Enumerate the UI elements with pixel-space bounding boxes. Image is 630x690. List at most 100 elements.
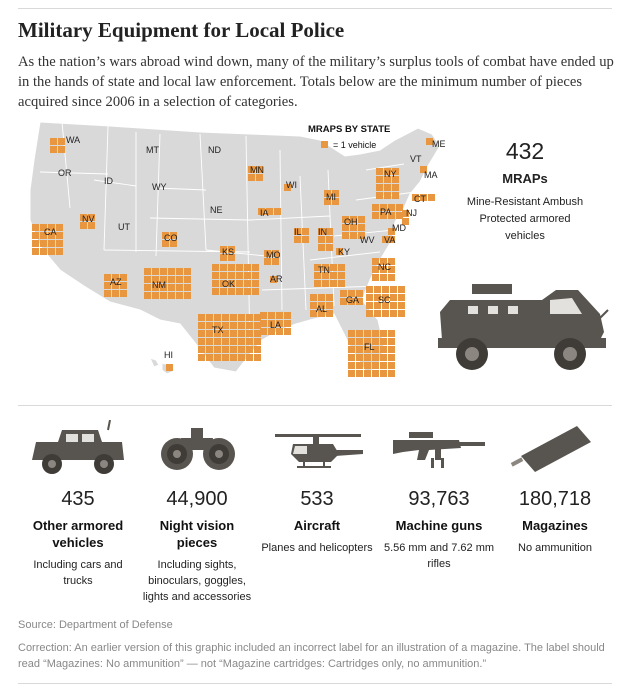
state-label-me: ME [432, 139, 445, 149]
mrap-square-fl [356, 354, 363, 361]
mrap-square-tn [322, 280, 329, 287]
state-label-mo: MO [266, 250, 281, 260]
mrap-square-tx [222, 322, 229, 329]
mrap-square-tx [238, 322, 245, 329]
mrap-square-sc [382, 302, 389, 309]
mrap-square-ct [420, 194, 427, 201]
mrap-square-ny [392, 176, 399, 183]
us-map: WA OR ID MT ND WY NE MN WI MI IA IL IN OH CA NV UT CO KS MO… [29, 121, 445, 377]
mrap-square-ct [412, 194, 419, 201]
mrap-square-ks [220, 254, 227, 261]
mrap-square-ok [212, 272, 219, 279]
mrap-square-nm [152, 268, 159, 275]
category-count: 93,763 [408, 488, 470, 510]
state-label-il: IL [294, 227, 302, 237]
mrap-square-tx [206, 346, 213, 353]
mrap-square-ca [48, 224, 55, 231]
state-label-ks: KS [222, 247, 234, 257]
mrap-square-sc [366, 286, 373, 293]
mrap-square-nv [88, 222, 95, 229]
mrap-square-pa [396, 204, 403, 211]
mrap-square-wa [50, 138, 57, 145]
state-label-ar: AR [270, 274, 283, 284]
mrap-square-mo [264, 250, 271, 257]
mrap-square-az [112, 282, 119, 289]
mrap-square-ny [392, 192, 399, 199]
mrap-square-tx [214, 322, 221, 329]
mrap-square-il [294, 228, 301, 235]
category-description: Including cars and trucks [33, 559, 123, 587]
category-name: Aircraft [293, 518, 341, 533]
mrap-square-tx [230, 322, 237, 329]
mrap-square-fl [380, 330, 387, 337]
mrap-square-fl [372, 370, 379, 377]
mrap-square-ca [32, 240, 39, 247]
state-label-al: AL [316, 304, 327, 314]
mrap-square-fl [380, 354, 387, 361]
mrap-square-nv [88, 214, 95, 221]
category-aircraft: 533 Aircraft Planes and helicopters [258, 420, 376, 556]
mrap-square-nm [144, 268, 151, 275]
mrap-square-nm [144, 292, 151, 299]
category-name: Magazines [522, 518, 588, 533]
state-label-wa: WA [66, 135, 80, 145]
mrap-square-nm [168, 268, 175, 275]
mrap-square-oh [358, 224, 365, 231]
mrap-square-fl [348, 338, 355, 345]
category-count: 435 [61, 488, 95, 510]
mrap-square-sc [398, 286, 405, 293]
mrap-square-tx [254, 322, 261, 329]
mrap-square-pa [380, 204, 387, 211]
mrap-square-al [318, 302, 325, 309]
state-labels: WA OR ID MT ND WY NE MN WI MI IA IL IN OH CA NV UT CO KS MO… [44, 135, 445, 360]
mrap-square-ca [48, 240, 55, 247]
category-description: 5.56 mm and 7.62 mm rifles [383, 542, 495, 570]
mrap-square-in [326, 244, 333, 251]
mrap-square-ny [376, 176, 383, 183]
category-count: 44,900 [166, 488, 228, 510]
mrap-square-al [318, 294, 325, 301]
mrap-square-ks [228, 246, 235, 253]
state-label-vt: VT [410, 154, 422, 164]
mrap-square-nm [160, 276, 167, 283]
mrap-square-nc [388, 258, 395, 265]
mrap-square-tx [222, 314, 229, 321]
state-label-hi: HI [164, 350, 173, 360]
category-description: Including sights, binoculars, goggles, l… [142, 559, 252, 603]
mrap-square-sc [390, 294, 397, 301]
mrap-square-nm [184, 268, 191, 275]
state-label-nj: NJ [406, 208, 417, 218]
mrap-square-tx [230, 338, 237, 345]
mrap-square-az [120, 274, 127, 281]
legend-text: = 1 vehicle [333, 140, 376, 150]
mrap-square-tx [198, 346, 205, 353]
middle-rule [18, 405, 612, 406]
mrap-square-fl [380, 362, 387, 369]
mrap-square-fl [364, 338, 371, 345]
mrap-square-tx [198, 314, 205, 321]
mrap-square-nm [176, 276, 183, 283]
mrap-square-ga [356, 298, 363, 305]
mrap-square-tn [330, 280, 337, 287]
mrap-description: Mine-Resistant Ambush Protected armored … [466, 196, 584, 242]
mrap-square-tx [214, 338, 221, 345]
mrap-square-fl [388, 362, 395, 369]
mrap-square-sc [374, 302, 381, 309]
mrap-square-sc [398, 310, 405, 317]
mrap-square-fl [348, 354, 355, 361]
mrap-square-tx [254, 346, 261, 353]
mrap-square-fl [388, 338, 395, 345]
state-label-fl: FL [364, 342, 375, 352]
mrap-square-tx [222, 338, 229, 345]
mrap-square-nm [184, 284, 191, 291]
mrap-square-tx [222, 330, 229, 337]
mrap-square-ks [228, 254, 235, 261]
mrap-square-nc [372, 266, 379, 273]
mrap-square-ca [56, 232, 63, 239]
mrap-square-tx [206, 322, 213, 329]
mrap-square-md [388, 228, 395, 235]
mrap-square-fl [372, 346, 379, 353]
source-note: Source: Department of Defense [18, 619, 173, 631]
category-name: Other armored vehicles [32, 518, 124, 550]
mrap-square-ok [220, 272, 227, 279]
